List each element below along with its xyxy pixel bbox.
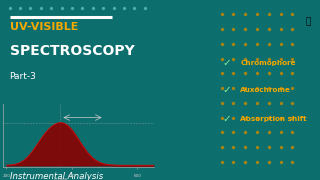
Text: Part-3: Part-3 (10, 72, 36, 81)
Text: Spectroscopy: Spectroscopy (10, 158, 68, 166)
Text: Absorption shift: Absorption shift (240, 116, 307, 122)
Text: ✓: ✓ (223, 114, 231, 124)
Text: ✓: ✓ (223, 58, 231, 68)
Text: UV-VISIBLE: UV-VISIBLE (10, 22, 78, 33)
Text: ✓: ✓ (223, 85, 231, 95)
Text: 🧠: 🧠 (305, 17, 310, 26)
Text: SPECTROSCOPY: SPECTROSCOPY (10, 44, 134, 58)
Text: Auxochrome: Auxochrome (240, 87, 291, 93)
Text: λ max: λ max (54, 177, 67, 180)
Text: Chromophore: Chromophore (240, 60, 296, 66)
Text: Instrumental Analysis: Instrumental Analysis (10, 172, 103, 180)
